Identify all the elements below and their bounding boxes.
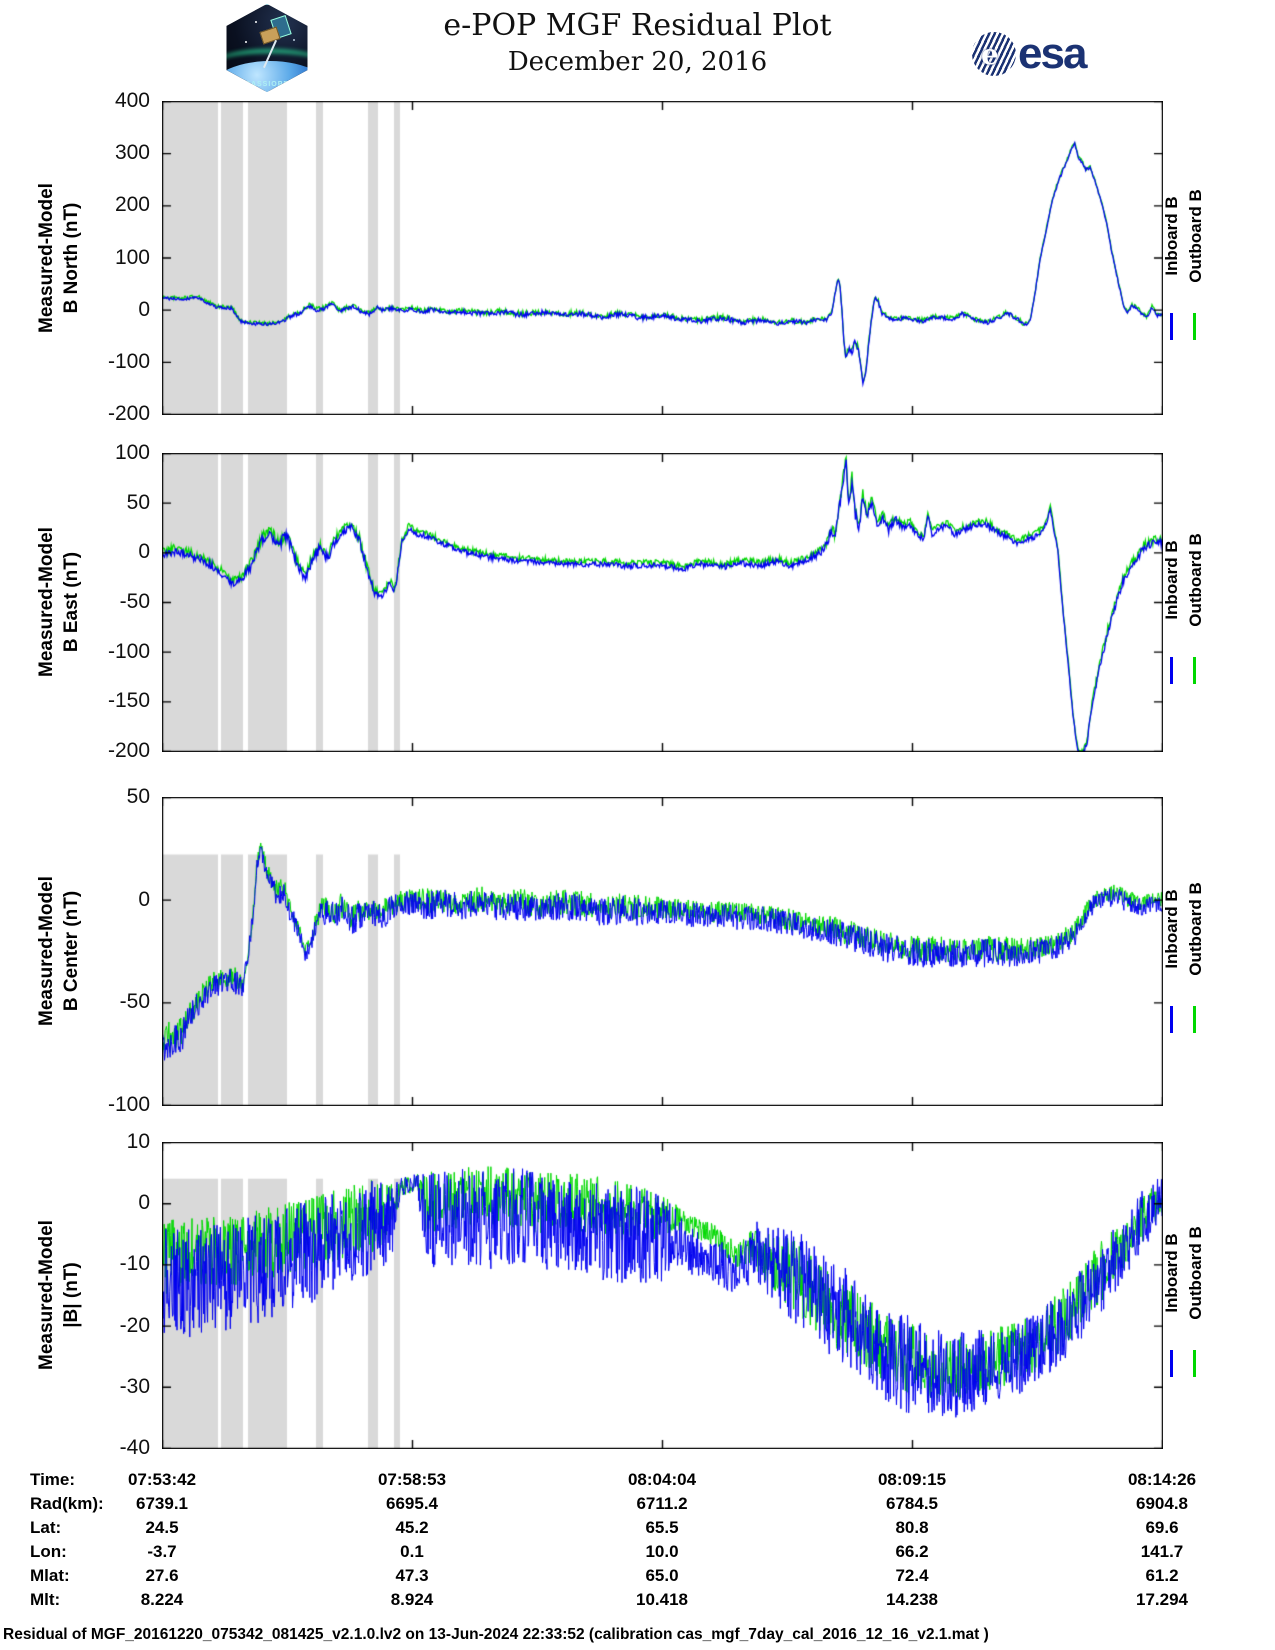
table-cell-r2-c1: 45.2 <box>395 1518 429 1537</box>
table-row-label-lat: Lat: <box>30 1518 62 1537</box>
title-block: e-POP MGF Residual Plot December 20, 201… <box>0 8 1275 77</box>
panel-b-center-ytick-0: 0 <box>138 887 150 911</box>
panel-b-magnitude-ytick--20: -20 <box>119 1313 150 1337</box>
panel-b-north-legend-inboard-marker <box>1170 312 1173 340</box>
table-cell-r4-c3: 72.4 <box>895 1566 929 1585</box>
panel-b-magnitude-ytick-0: 0 <box>138 1191 150 1215</box>
panel-b-center-ytick--100: -100 <box>107 1093 150 1116</box>
panel-b-east-ytick--200: -200 <box>107 739 150 762</box>
panel-b-center-plot-canvas <box>162 797 1163 1106</box>
table-cell-r0-c3: 08:09:15 <box>877 1470 947 1489</box>
panel-b-north-plot-canvas <box>162 101 1163 415</box>
table-cell-r3-c3: 66.2 <box>895 1542 929 1561</box>
table-cell-r1-c1: 6695.4 <box>386 1494 438 1513</box>
panel-b-north-ytick-100: 100 <box>114 245 150 269</box>
panel-b-east-y-axis-label: Measured-Model B East (nT) <box>36 527 82 677</box>
esa-logo-text: esa <box>1018 29 1087 78</box>
panel-b-east-ytick-50: 50 <box>126 490 150 514</box>
panel-b-center-legend-outboard-marker <box>1193 1006 1196 1033</box>
table-cell-r1-c3: 6784.5 <box>886 1494 938 1513</box>
panel-b-center-legend-inboard-marker <box>1170 1006 1173 1033</box>
panel-b-north-ytick-300: 300 <box>114 141 150 165</box>
panel-b-center-legend-inboard-label: Inboard B <box>1162 889 1181 969</box>
page-subtitle: December 20, 2016 <box>507 47 768 77</box>
panel-b-north-ytick-0: 0 <box>138 297 150 321</box>
panel-b-magnitude-ytick--40: -40 <box>119 1436 150 1459</box>
table-cell-r3-c4: 141.7 <box>1140 1542 1184 1561</box>
panel-b-east-ytick-0: 0 <box>138 540 150 564</box>
panel-b-magnitude-plot-canvas <box>162 1142 1163 1449</box>
panel-b-east-legend-inboard-marker <box>1170 657 1173 684</box>
panel-b-north-legend-inboard-label: Inboard B <box>1162 195 1181 276</box>
panel-b-north-ytick-200: 200 <box>114 193 150 217</box>
panel-b-east-legend-outboard-label: Outboard B <box>1186 533 1205 627</box>
table-cell-r0-c1: 07:58:53 <box>377 1470 447 1489</box>
panel-b-magnitude-legend-inboard-marker <box>1170 1350 1173 1377</box>
footer-provenance-text: Residual of MGF_20161220_075342_081425_v… <box>3 1626 989 1643</box>
table-cell-r5-c3: 14.238 <box>886 1590 938 1609</box>
table-cell-r3-c0: -3.7 <box>147 1542 177 1561</box>
table-cell-r3-c1: 0.1 <box>400 1542 424 1561</box>
table-cell-r3-c2: 10.0 <box>645 1542 679 1561</box>
table-cell-r2-c4: 69.6 <box>1145 1518 1179 1537</box>
panel-b-magnitude-ytick--30: -30 <box>119 1374 150 1398</box>
table-cell-r0-c4: 08:14:26 <box>1127 1470 1197 1489</box>
panel-b-east-ytick--50: -50 <box>119 590 150 613</box>
panel-b-magnitude-ytick--10: -10 <box>119 1252 150 1276</box>
panel-b-center-y-axis-label: Measured-Model B Center (nT) <box>36 876 82 1026</box>
panel-b-east-ytick--100: -100 <box>107 639 150 663</box>
panel-b-magnitude-y-axis-label: Measured-Model |B| (nT) <box>36 1220 82 1370</box>
table-cell-r1-c4: 6904.8 <box>1136 1494 1188 1513</box>
table-cell-r5-c2: 10.418 <box>636 1590 688 1609</box>
panel-b-magnitude-legend-inboard-label: Inboard B <box>1162 1233 1181 1313</box>
table-cell-r4-c1: 47.3 <box>395 1566 429 1585</box>
esa-logo: e esa <box>972 29 1087 78</box>
panel-b-east-legend-inboard-label: Inboard B <box>1162 540 1181 620</box>
patch-mission-name: CASSIOPE <box>244 81 290 88</box>
table-row-label-mlat: Mlat: <box>30 1566 70 1585</box>
panel-b-center-ytick-50: 50 <box>126 785 150 808</box>
panel-b-east-ytick-100: 100 <box>114 441 150 464</box>
panel-b-center-legend-outboard-label: Outboard B <box>1186 882 1205 976</box>
panel-b-north-ytick--100: -100 <box>107 349 150 373</box>
panel-b-north-ytick--200: -200 <box>107 402 150 425</box>
table-cell-r2-c2: 65.5 <box>645 1518 679 1537</box>
patch-aurora-arc <box>226 49 308 79</box>
table-row-label-mlt: Mlt: <box>30 1590 61 1609</box>
panel-b-east-ytick--150: -150 <box>107 689 150 713</box>
table-cell-r4-c0: 27.6 <box>145 1566 179 1585</box>
table-cell-r2-c0: 24.5 <box>145 1518 179 1537</box>
page-title: e-POP MGF Residual Plot <box>443 8 832 43</box>
table-cell-r4-c2: 65.0 <box>645 1566 679 1585</box>
panel-b-north-legend-outboard-label: Outboard B <box>1186 188 1205 283</box>
table-cell-r5-c1: 8.924 <box>390 1590 434 1609</box>
table-row-label-lon: Lon: <box>30 1542 67 1561</box>
table-cell-r5-c4: 17.294 <box>1136 1590 1188 1609</box>
panel-b-north-legend-outboard-marker <box>1193 312 1196 340</box>
panel-b-magnitude-legend-outboard-marker <box>1193 1350 1196 1377</box>
table-cell-r5-c0: 8.224 <box>140 1590 184 1609</box>
panel-b-north-ytick-400: 400 <box>114 89 150 112</box>
esa-globe-icon: e <box>972 32 1016 76</box>
table-cell-r0-c2: 08:04:04 <box>627 1470 697 1489</box>
panel-b-east-plot-canvas <box>162 453 1163 752</box>
esa-globe-letter: e <box>981 38 999 71</box>
table-cell-r2-c3: 80.8 <box>895 1518 929 1537</box>
table-row-label-radkm: Rad(km): <box>30 1494 104 1513</box>
table-cell-r1-c2: 6711.2 <box>636 1494 688 1513</box>
panel-b-east-legend-outboard-marker <box>1193 657 1196 684</box>
table-cell-r1-c0: 6739.1 <box>136 1494 188 1513</box>
table-cell-r4-c4: 61.2 <box>1145 1566 1179 1585</box>
table-row-label-time: Time: <box>30 1470 76 1489</box>
table-cell-r0-c0: 07:53:42 <box>127 1470 197 1489</box>
panel-b-magnitude-ytick-10: 10 <box>126 1130 150 1153</box>
panel-b-magnitude-legend-outboard-label: Outboard B <box>1186 1226 1205 1320</box>
panel-b-north-y-axis-label: Measured-Model B North (nT) <box>36 182 82 333</box>
panel-b-center-ytick--50: -50 <box>119 990 150 1014</box>
